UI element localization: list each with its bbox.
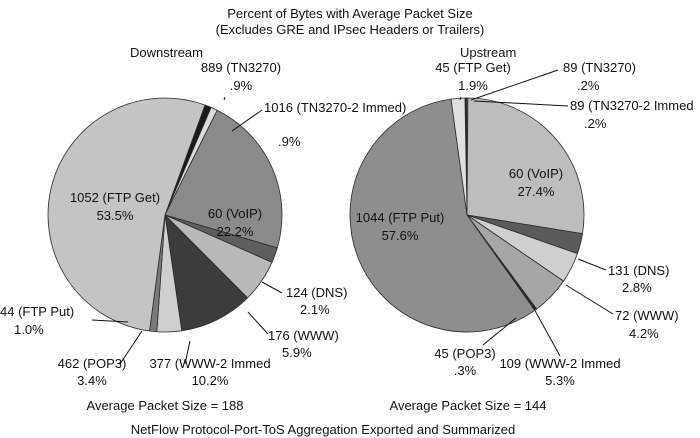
slice-label: 377 (WWW-2 Immed xyxy=(149,356,270,371)
slice-percent: .2% xyxy=(584,116,607,131)
figure-title-line2: (Excludes GRE and IPsec Headers or Trail… xyxy=(216,22,485,37)
pie-slice-60-voip xyxy=(164,109,283,249)
slice-percent: .2% xyxy=(577,78,600,93)
slice-label: 72 (WWW) xyxy=(615,308,679,323)
leader-line xyxy=(459,96,462,101)
slice-percent: 1.0% xyxy=(14,322,44,337)
slice-percent: 2.8% xyxy=(622,280,652,295)
slice-percent: 10.2% xyxy=(192,373,229,388)
leader-line xyxy=(184,340,191,365)
slice-label: 131 (DNS) xyxy=(608,263,669,278)
leader-line xyxy=(577,258,607,271)
figure-caption: NetFlow Protocol-Port-ToS Aggregation Ex… xyxy=(131,422,515,437)
slice-percent: 27.4% xyxy=(518,184,555,199)
slice-percent: .9% xyxy=(278,134,301,149)
pie-slice-1052-ftp-get xyxy=(47,97,206,332)
slice-label: 45 (FTP Get) xyxy=(435,60,511,75)
leader-line xyxy=(482,317,517,346)
leader-line xyxy=(261,281,283,294)
upstream-footer: Average Packet Size = 144 xyxy=(390,398,547,413)
slice-percent: .9% xyxy=(230,78,253,93)
slice-label: 176 (WWW) xyxy=(268,328,339,343)
leader-line xyxy=(231,109,263,132)
downstream-title: Downstream xyxy=(130,45,203,60)
slice-percent: 53.5% xyxy=(97,208,134,223)
slice-label: 462 (POP3) xyxy=(58,356,127,371)
leader-line xyxy=(247,311,269,335)
upstream-pie: 89 (TN3270) .2% 89 (TN3270-2 Immed .2% 60 (V… xyxy=(349,60,694,388)
slice-percent: .3% xyxy=(454,363,477,378)
slice-label: 1016 (TN3270-2 Immed) xyxy=(264,100,406,115)
pie-slice-1044-ftp-put xyxy=(349,98,536,333)
pie-slice-377-www-2-immed xyxy=(164,213,249,332)
slice-percent: 5.9% xyxy=(282,345,312,360)
slice-label: 44 (FTP Put) xyxy=(0,304,74,319)
slice-label: 1052 (FTP Get) xyxy=(70,190,160,205)
leader-line xyxy=(473,100,569,107)
leader-line xyxy=(532,306,561,357)
pie-slice-60-voip xyxy=(466,97,585,235)
leader-line xyxy=(119,330,143,365)
upstream-title: Upstream xyxy=(460,45,516,60)
slice-label: 60 (VoIP) xyxy=(509,166,563,181)
slice-percent: 1.9% xyxy=(458,78,488,93)
slice-label: 89 (TN3270-2 Immed xyxy=(570,98,694,113)
downstream-pie: 889 (TN3270) .9% 1016 (TN3270-2 Immed) .9% 6… xyxy=(0,60,406,388)
slice-label: 889 (TN3270) xyxy=(201,60,281,75)
slice-percent: 22.2% xyxy=(217,224,254,239)
leader-line xyxy=(470,69,559,101)
slice-label: 45 (POP3) xyxy=(434,346,495,361)
downstream-footer: Average Packet Size = 188 xyxy=(87,398,244,413)
figure-title-line1: Percent of Bytes with Average Packet Siz… xyxy=(227,6,472,21)
leader-line xyxy=(91,319,129,323)
slice-label: 1044 (FTP Put) xyxy=(356,210,445,225)
slice-percent: 3.4% xyxy=(77,373,107,388)
slice-label: 109 (WWW-2 Immed xyxy=(499,356,620,371)
slice-label: 124 (DNS) xyxy=(286,285,347,300)
leader-line xyxy=(565,284,614,315)
slice-label: 60 (VoIP) xyxy=(208,206,262,221)
slice-percent: 2.1% xyxy=(300,302,330,317)
slice-label: 89 (TN3270) xyxy=(563,60,636,75)
pie-slice-45-ftp-get xyxy=(450,97,468,216)
slice-percent: 4.2% xyxy=(629,326,659,341)
slice-percent: 57.6% xyxy=(382,228,419,243)
slice-percent: 5.3% xyxy=(545,373,575,388)
leader-line xyxy=(223,96,226,101)
